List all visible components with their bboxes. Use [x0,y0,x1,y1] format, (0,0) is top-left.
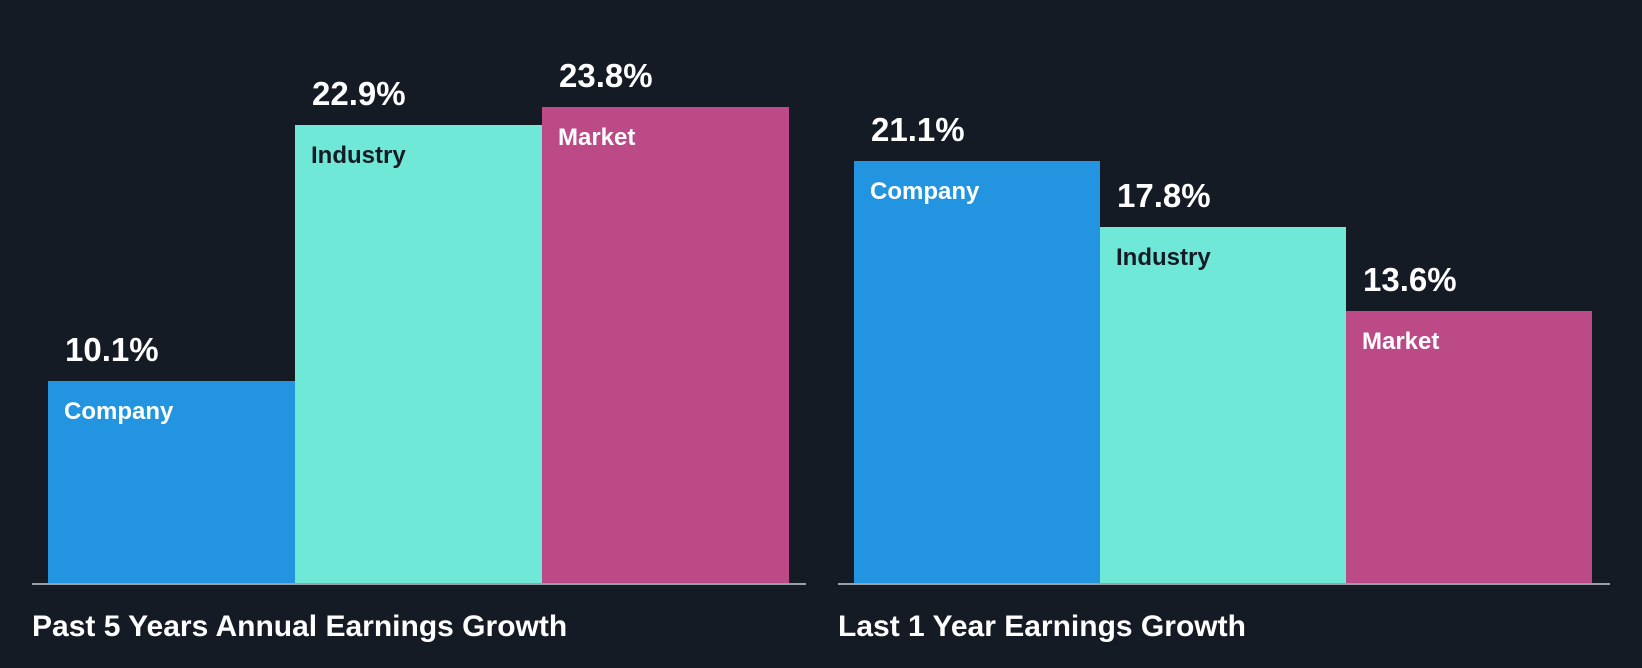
past-5-years-bar-industry [295,125,542,583]
last-1-year-category-label-industry: Industry [1116,244,1211,271]
last-1-year-title: Last 1 Year Earnings Growth [838,610,1246,643]
last-1-year-panel: 21.1% Company 17.8% Industry 13.6% Market Las… [838,111,1610,643]
past-5-years-bar-market [542,107,789,583]
last-1-year-bars: 21.1% Company 17.8% Industry 13.6% Market [854,111,1592,583]
past-5-years-bar-company [48,381,295,583]
last-1-year-bar-market [1346,311,1592,583]
last-1-year-bar-industry [1100,227,1346,583]
last-1-year-category-label-market: Market [1362,328,1439,355]
past-5-years-panel: 10.1% Company 22.9% Industry 23.8% Market Pas… [32,57,806,643]
last-1-year-value-label-company: 21.1% [871,111,965,148]
past-5-years-category-label-market: Market [558,124,635,151]
last-1-year-category-label-company: Company [870,178,980,205]
last-1-year-value-label-industry: 17.8% [1117,177,1211,214]
past-5-years-value-label-market: 23.8% [559,57,653,94]
past-5-years-value-label-industry: 22.9% [312,75,406,112]
past-5-years-category-label-company: Company [64,398,174,425]
past-5-years-title: Past 5 Years Annual Earnings Growth [32,610,567,643]
past-5-years-category-label-industry: Industry [311,142,406,169]
last-1-year-value-label-market: 13.6% [1363,261,1457,298]
past-5-years-value-label-company: 10.1% [65,331,159,368]
past-5-years-bars: 10.1% Company 22.9% Industry 23.8% Market [48,57,789,583]
last-1-year-bar-company [854,161,1100,583]
